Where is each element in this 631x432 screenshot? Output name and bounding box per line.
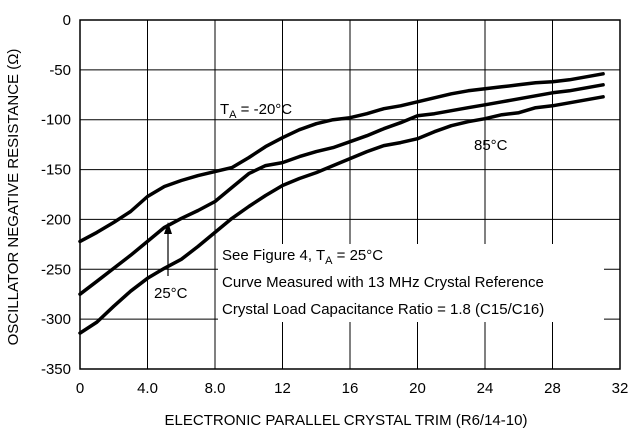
annotation-85c: 85°C	[474, 137, 508, 154]
y-tick-label: -100	[41, 112, 71, 129]
x-tick-label: 0	[76, 380, 84, 397]
x-tick-label: 16	[342, 380, 359, 397]
y-tick-labels: 0 -50 -100 -150 -200 -250 -300 -350	[41, 12, 71, 378]
annotation-25c: 25°C	[154, 285, 188, 302]
x-tick-label: 12	[274, 380, 291, 397]
series-line-85c	[78, 95, 605, 335]
x-tick-label: 28	[544, 380, 561, 397]
y-tick-label: -50	[49, 62, 71, 79]
note-box	[218, 244, 604, 322]
x-tick-labels: 0 4.0 8.0 12 16 20 24 28 32	[76, 380, 629, 397]
annotation-minus20: TA = -20°C	[220, 101, 292, 121]
x-tick-label: 24	[477, 380, 494, 397]
y-tick-label: -250	[41, 261, 71, 278]
x-tick-label: 20	[409, 380, 426, 397]
y-tick-label: -200	[41, 211, 71, 228]
plot-frame	[79, 19, 621, 370]
y-tick-label: -150	[41, 162, 71, 179]
y-axis-label: OSCILLATOR NEGATIVE RESISTANCE (Ω)	[5, 49, 22, 346]
x-axis-label: ELECTRONIC PARALLEL CRYSTAL TRIM (R6/14-…	[165, 412, 528, 429]
x-tick-label: 4.0	[137, 380, 158, 397]
note-line-2: Curve Measured with 13 MHz Crystal Refer…	[222, 274, 544, 291]
y-tick-label: 0	[63, 12, 71, 29]
note-line-3: Crystal Load Capacitance Ratio = 1.8 (C1…	[222, 301, 544, 318]
series-line-minus20	[78, 72, 605, 244]
arrow-25c	[164, 222, 172, 276]
x-tick-label: 32	[612, 380, 629, 397]
y-tick-label: -300	[41, 311, 71, 328]
note-line-1: See Figure 4, TA = 25°C	[222, 247, 383, 267]
y-tick-label: -350	[41, 361, 71, 378]
x-tick-label: 8.0	[205, 380, 226, 397]
